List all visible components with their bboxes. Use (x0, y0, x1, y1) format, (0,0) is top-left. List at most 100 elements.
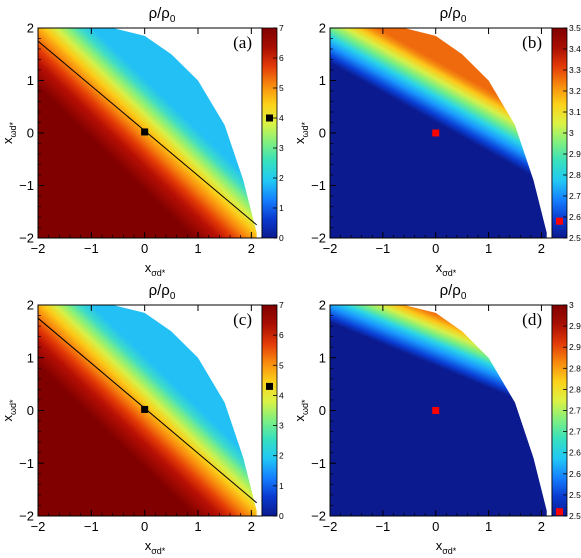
colorbar-tick-label: 3.3 (569, 65, 581, 75)
x-axis-label: xσd* (145, 260, 166, 278)
y-axis-label: xωd* (0, 121, 18, 144)
y-tick-label: 0 (319, 403, 326, 418)
colorbar-tick-label: 3.5 (569, 23, 581, 33)
colorbar-tick-label: 5 (279, 360, 284, 370)
colorbar-tick-label: 2.85 (569, 363, 581, 373)
chart-title: ρ/ρ0 (149, 5, 176, 25)
colorbar-tick-label: 3 (279, 143, 284, 153)
colorbar-tick-label: 2.65 (569, 448, 581, 458)
x-axis-label: xσd* (436, 538, 457, 556)
marker-point (432, 407, 440, 414)
y-tick-label: −2 (19, 509, 34, 524)
marker-point (141, 128, 149, 136)
colorbar-tick-label: 3.1 (569, 107, 581, 117)
y-tick-label: 2 (319, 21, 326, 36)
colorbar-tick-label: 4 (279, 113, 284, 123)
colorbar-marker (556, 217, 563, 225)
colorbar-marker (266, 382, 273, 390)
y-tick-label: 2 (27, 21, 34, 36)
chart-title: ρ/ρ0 (440, 282, 467, 302)
marker-point (141, 405, 149, 413)
x-tick-label: 0 (141, 519, 148, 534)
x-tick-label: 2 (248, 519, 255, 534)
x-tick-label: 1 (485, 241, 492, 256)
y-tick-label: −1 (311, 456, 326, 471)
x-axis-label: xσd* (436, 260, 457, 278)
x-tick-label: 0 (432, 241, 439, 256)
colorbar-tick-label: 2.9 (569, 149, 581, 159)
colorbar-tick-label: 2.5 (569, 233, 581, 243)
y-tick-label: 1 (319, 350, 326, 365)
colorbar-tick-label: 2.6 (569, 469, 581, 479)
x-tick-label: −2 (31, 519, 46, 534)
colorbar-tick-label: 0 (279, 233, 284, 243)
colorbar-tick-label: 6 (279, 53, 284, 63)
x-tick-label: −2 (31, 241, 46, 256)
x-tick-label: 2 (538, 519, 545, 534)
chart-title: ρ/ρ0 (149, 282, 176, 302)
colorbar-tick-label: 2.7 (569, 427, 581, 437)
colorbar-tick-label: 2.55 (569, 490, 581, 500)
y-tick-label: 1 (319, 73, 326, 88)
y-tick-label: −2 (311, 231, 326, 246)
panel-label: (d) (522, 310, 542, 329)
colorbar-tick-label: 5 (279, 83, 284, 93)
colorbar-tick-label: 4 (279, 390, 284, 400)
panel-c: −2 −1 0 1 2 −2 −1 0 1 2 (c) ρ/ρ0 xσd* xωd* 0 1 2 3 4 5 6 7 (0, 282, 284, 556)
panel-label: (b) (522, 33, 542, 52)
colorbar-tick-label: 3 (569, 300, 574, 310)
x-tick-label: 1 (194, 241, 201, 256)
panel-d: −2 −1 0 1 2 −2 −1 0 1 2 (d) ρ/ρ0 xσd* xωd* 2.5 2.55 2.6 2… (292, 282, 581, 556)
x-tick-label: 0 (432, 519, 439, 534)
y-axis-label: xωd* (292, 121, 310, 144)
y-tick-label: −1 (19, 456, 34, 471)
chart-title: ρ/ρ0 (440, 5, 467, 25)
x-tick-label: −1 (375, 241, 390, 256)
colorbar-tick-label: 7 (279, 300, 284, 310)
x-tick-label: −2 (323, 241, 338, 256)
colorbar-tick-label: 3 (279, 421, 284, 431)
x-tick-label: −1 (375, 519, 390, 534)
colorbar-tick-label: 2 (279, 173, 284, 183)
colorbar-tick-label: 2.95 (569, 321, 581, 331)
panel-label: (c) (233, 310, 252, 329)
y-axis-label: xωd* (292, 399, 310, 422)
x-tick-label: 2 (248, 241, 255, 256)
x-tick-label: 1 (485, 519, 492, 534)
x-tick-label: 0 (141, 241, 148, 256)
y-tick-label: 2 (27, 298, 34, 313)
marker-point (432, 129, 440, 137)
colorbar-tick-label: 2.5 (569, 511, 581, 521)
colorbar (261, 304, 278, 517)
y-tick-label: 0 (27, 126, 34, 141)
panel-a: −2 −1 0 1 2 −2 −1 0 1 2 (a) ρ/ρ0 xσd* xωd* 0 1 2 3 4 5 6 7 (0, 5, 284, 278)
x-tick-label: 1 (194, 519, 201, 534)
y-tick-label: 2 (319, 298, 326, 313)
x-tick-label: −2 (323, 519, 338, 534)
y-tick-label: −2 (19, 231, 34, 246)
colorbar-tick-label: 1 (279, 203, 284, 213)
x-tick-label: −1 (84, 241, 99, 256)
colorbar-tick-label: 1 (279, 481, 284, 491)
x-tick-label: 2 (538, 241, 545, 256)
colorbar-marker (266, 114, 273, 122)
colorbar-tick-label: 2.7 (569, 191, 581, 201)
y-tick-label: 1 (27, 350, 34, 365)
colorbar-tick-label: 7 (279, 23, 284, 33)
y-tick-label: 0 (27, 403, 34, 418)
colorbar-tick-label: 2.6 (569, 212, 581, 222)
colorbar-tick-label: 2.75 (569, 406, 581, 416)
colorbar-tick-label: 3.4 (569, 44, 581, 54)
colorbar-tick-label: 2.9 (569, 342, 581, 352)
y-tick-label: 1 (27, 73, 34, 88)
x-axis-label: xσd* (145, 538, 166, 556)
panel-b: −2 −1 0 1 2 −2 −1 0 1 2 (b) ρ/ρ0 xσd* xωd* 2.5 2.6 2.7 2.… (292, 5, 581, 278)
y-tick-label: −2 (311, 509, 326, 524)
colorbar-tick-label: 2 (279, 451, 284, 461)
y-tick-label: −1 (311, 178, 326, 193)
y-tick-label: −1 (19, 178, 34, 193)
y-tick-label: 0 (319, 126, 326, 141)
colorbar-tick-label: 2.8 (569, 384, 581, 394)
colorbar-tick-label: 2.8 (569, 170, 581, 180)
